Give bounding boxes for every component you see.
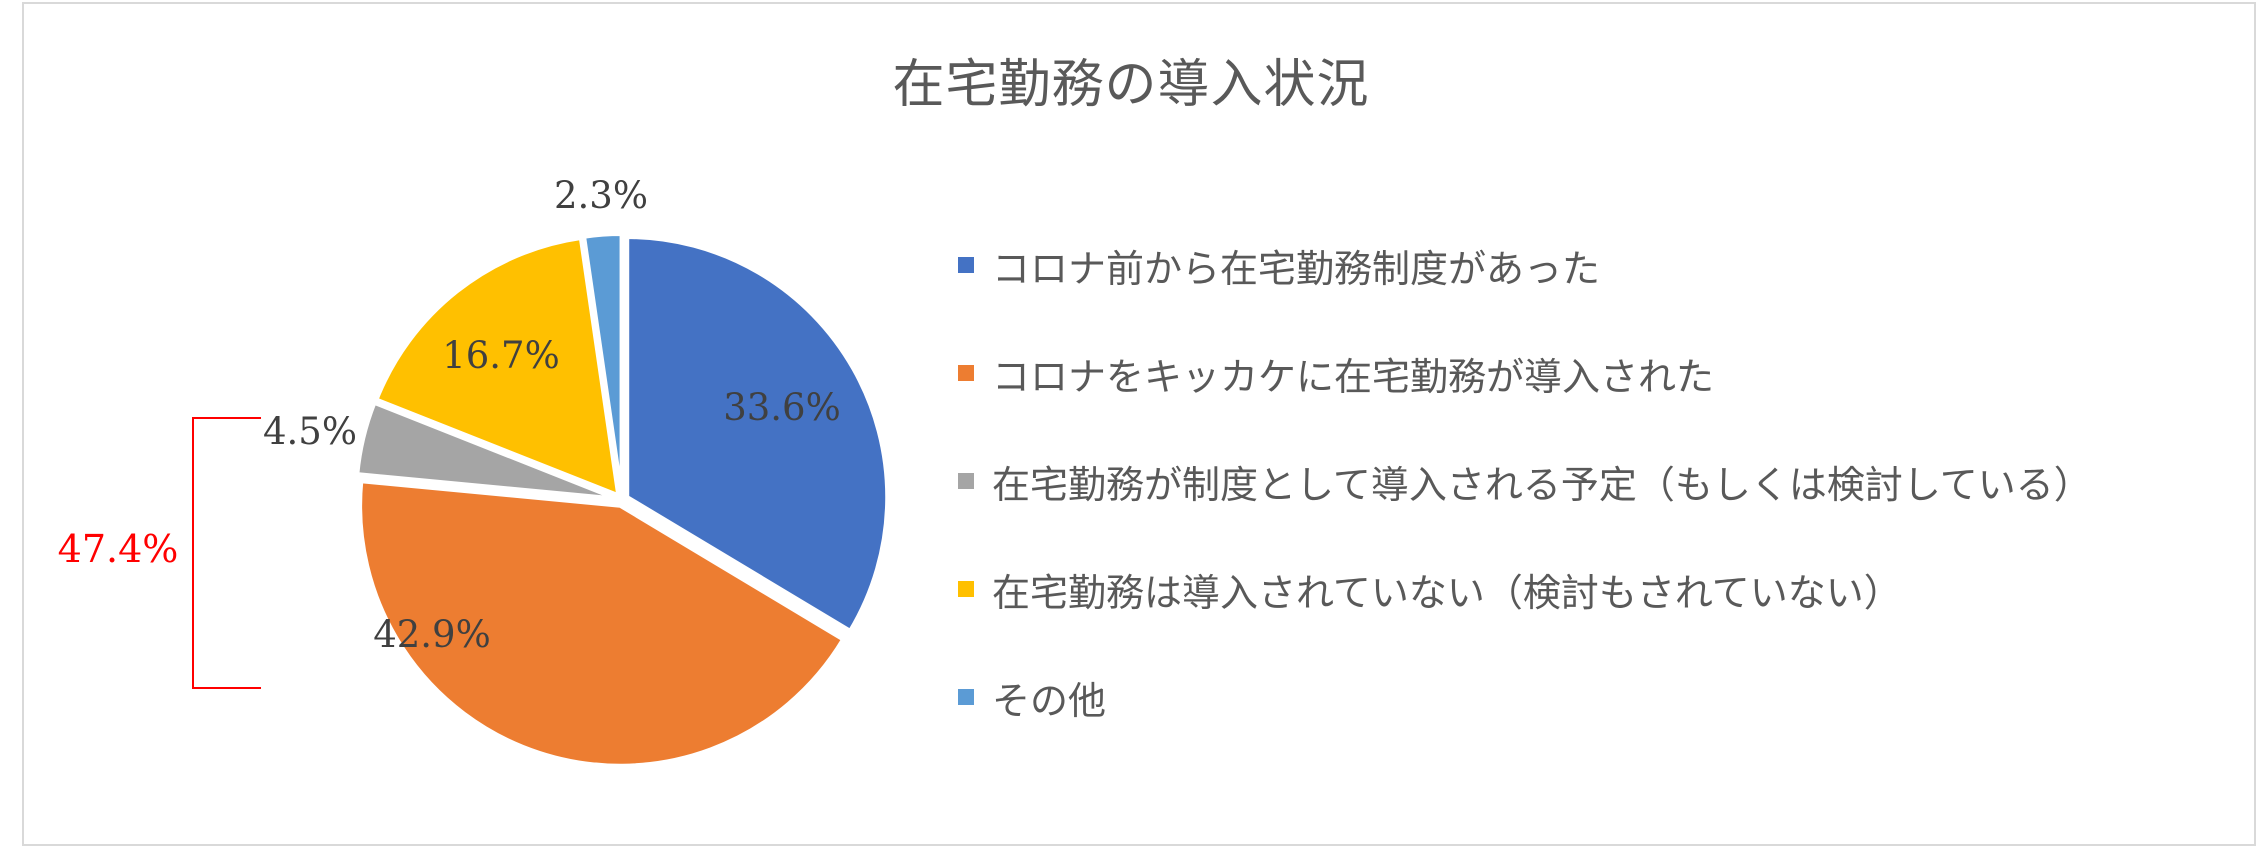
legend-label: その他 xyxy=(992,678,1107,723)
legend-label: 在宅勤務が制度として導入される予定（もしくは検討している） xyxy=(992,462,2092,507)
legend-item-2: コロナをキッカケに在宅勤務が導入された xyxy=(958,348,1715,399)
data-labels: 33.6% 42.9% 4.5% 16.7% 2.3% xyxy=(263,174,841,656)
data-label-16-7: 16.7% xyxy=(442,334,560,377)
legend-label: コロナ前から在宅勤務制度があった xyxy=(992,246,1601,291)
legend-item-4: 在宅勤務は導入されていない（検討もされていない） xyxy=(958,564,1902,615)
chart-title: 在宅勤務の導入状況 xyxy=(892,55,1370,115)
data-label-2-3: 2.3% xyxy=(554,174,648,217)
pie-slice-4 xyxy=(373,235,621,499)
annotation-bracket xyxy=(192,417,261,689)
legend-label: コロナをキッカケに在宅勤務が導入された xyxy=(992,354,1715,399)
legend-swatch xyxy=(958,257,974,273)
legend-item-3: 在宅勤務が制度として導入される予定（もしくは検討している） xyxy=(958,456,2092,507)
legend-label: 在宅勤務は導入されていない（検討もされていない） xyxy=(992,570,1902,615)
data-label-42-9: 42.9% xyxy=(373,613,491,656)
annotation-group: 47.4% xyxy=(58,417,261,689)
legend-swatch xyxy=(958,581,974,597)
legend-item-5: その他 xyxy=(958,672,1107,723)
legend-swatch xyxy=(958,365,974,381)
pie-slice-1 xyxy=(625,235,890,634)
legend-swatch xyxy=(958,689,974,705)
legend-swatch xyxy=(958,473,974,489)
legend-item-1: コロナ前から在宅勤務制度があった xyxy=(958,240,1601,291)
pie-slice-2 xyxy=(358,479,846,768)
data-label-4-5: 4.5% xyxy=(263,410,357,453)
annotation-label: 47.4% xyxy=(58,527,179,571)
pie-slice-5 xyxy=(581,232,624,495)
data-label-33-6: 33.6% xyxy=(723,386,841,429)
pie-slice-3 xyxy=(355,400,617,501)
pie-slices xyxy=(355,232,890,768)
